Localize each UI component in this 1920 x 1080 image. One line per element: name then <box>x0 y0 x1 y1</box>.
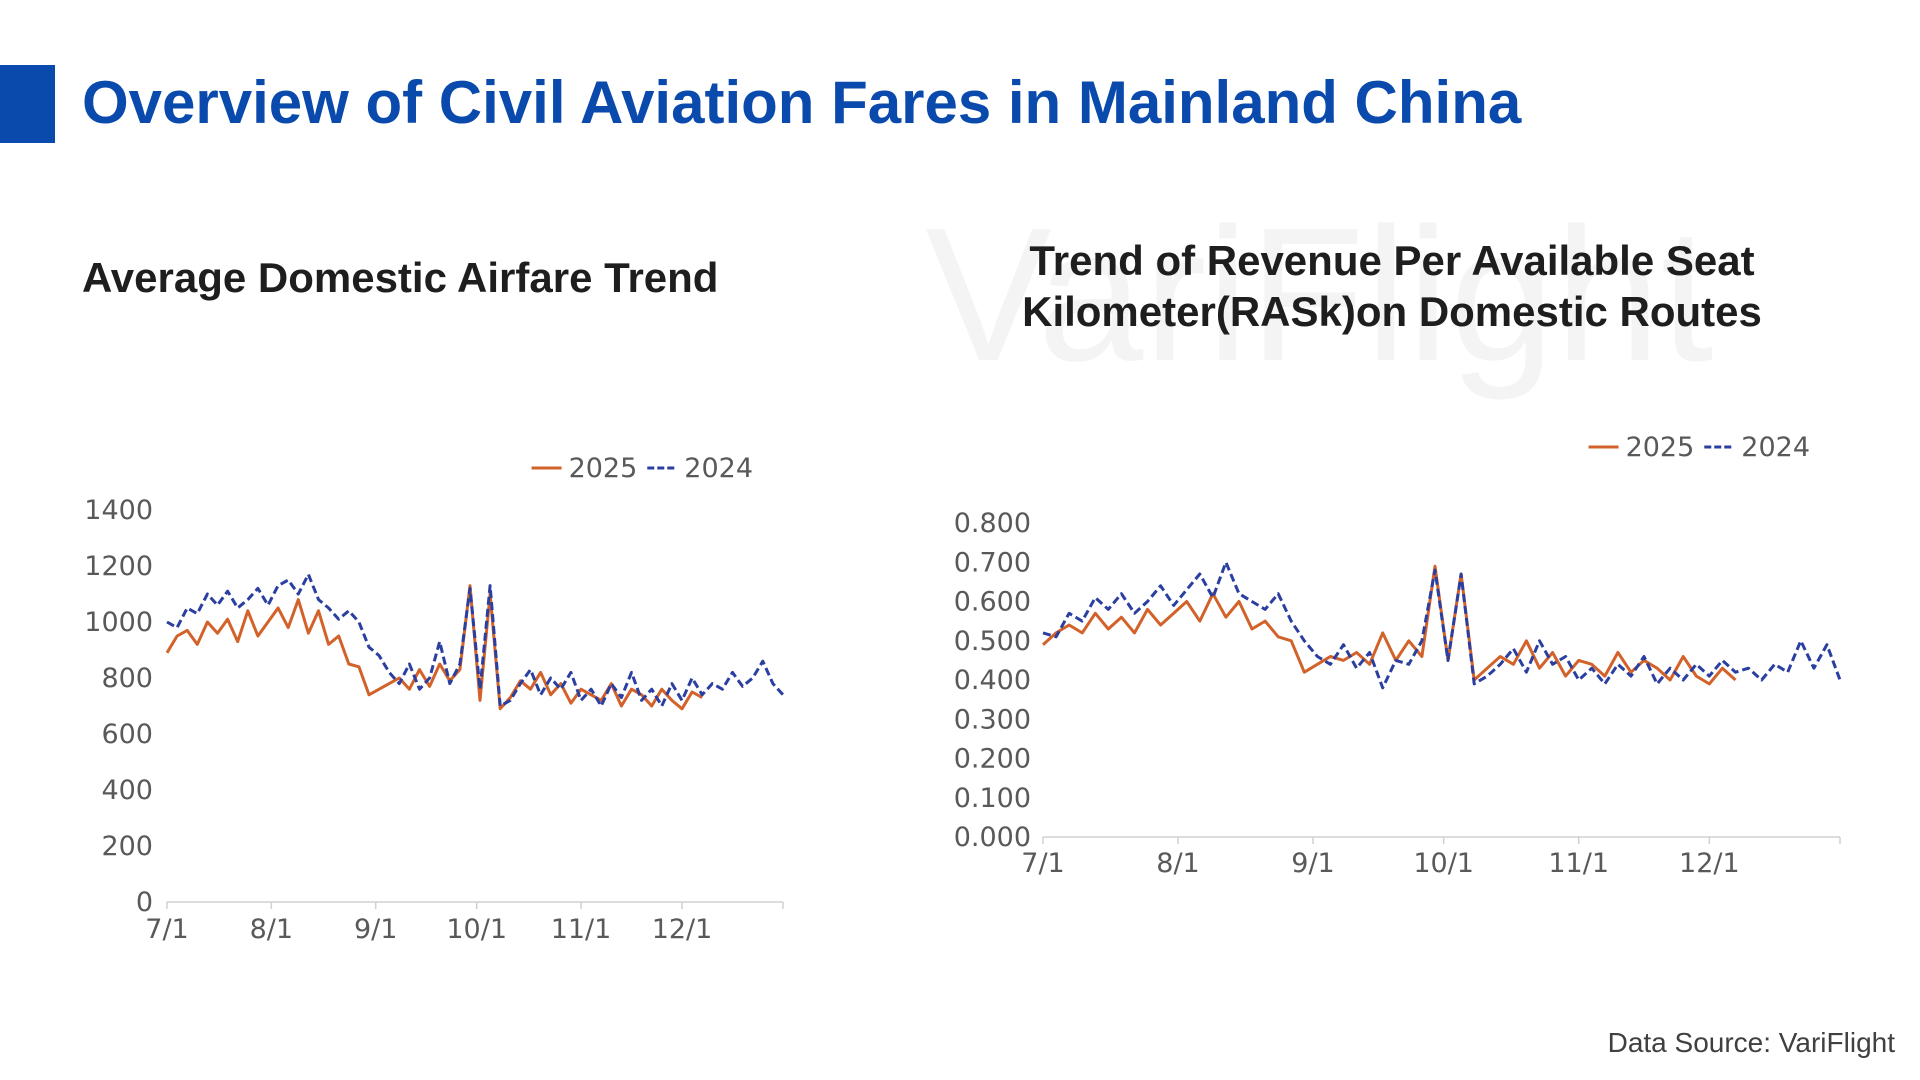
series-line <box>1041 564 1737 686</box>
series-line <box>165 584 703 711</box>
source-note: Data Source: VariFlight <box>1608 1027 1896 1058</box>
x-tick-label: 8/1 <box>1156 848 1199 879</box>
legend-label: 2025 <box>569 453 638 484</box>
watermark: VariFlight <box>925 189 1713 401</box>
legend-label: 2024 <box>684 453 753 484</box>
x-tick-label: 8/1 <box>250 914 293 945</box>
x-tick-label: 7/1 <box>145 914 188 945</box>
series-line <box>166 572 785 708</box>
title-accent <box>0 65 55 143</box>
x-tick-label: 12/1 <box>1679 848 1740 879</box>
x-tick-label: 11/1 <box>551 914 612 945</box>
y-tick-label: 800 <box>101 663 153 694</box>
y-tick-label: 200 <box>101 831 153 862</box>
chart-title: Average Domestic Airfare Trend <box>82 254 719 301</box>
legend-label: 2024 <box>1741 432 1810 463</box>
y-tick-label: 0.600 <box>954 587 1031 618</box>
x-tick-label: 11/1 <box>1548 848 1609 879</box>
x-tick-label: 9/1 <box>354 914 397 945</box>
y-tick-label: 0.400 <box>954 665 1031 696</box>
legend-label: 2025 <box>1626 432 1695 463</box>
x-tick-label: 9/1 <box>1291 848 1334 879</box>
y-tick-label: 0.100 <box>954 783 1031 814</box>
y-tick-label: 0.000 <box>954 822 1031 853</box>
x-tick-label: 12/1 <box>652 914 713 945</box>
x-tick-label: 10/1 <box>1413 848 1474 879</box>
chart-title: Trend of Revenue Per Available Seat Kilo… <box>1022 237 1762 335</box>
y-tick-label: 0.300 <box>954 704 1031 735</box>
y-tick-label: 0.700 <box>954 547 1031 578</box>
y-tick-label: 0 <box>136 887 153 918</box>
y-tick-label: 400 <box>101 775 153 806</box>
y-tick-label: 1000 <box>84 607 153 638</box>
y-tick-label: 1200 <box>84 551 153 582</box>
y-tick-label: 600 <box>101 719 153 750</box>
y-tick-label: 0.800 <box>954 508 1031 539</box>
x-tick-label: 10/1 <box>446 914 507 945</box>
series-line <box>1042 560 1842 690</box>
page-title: Overview of Civil Aviation Fares in Main… <box>82 69 1522 136</box>
x-tick-label: 7/1 <box>1021 848 1064 879</box>
y-tick-label: 1400 <box>84 495 153 526</box>
y-tick-label: 0.200 <box>954 744 1031 775</box>
y-tick-label: 0.500 <box>954 626 1031 657</box>
